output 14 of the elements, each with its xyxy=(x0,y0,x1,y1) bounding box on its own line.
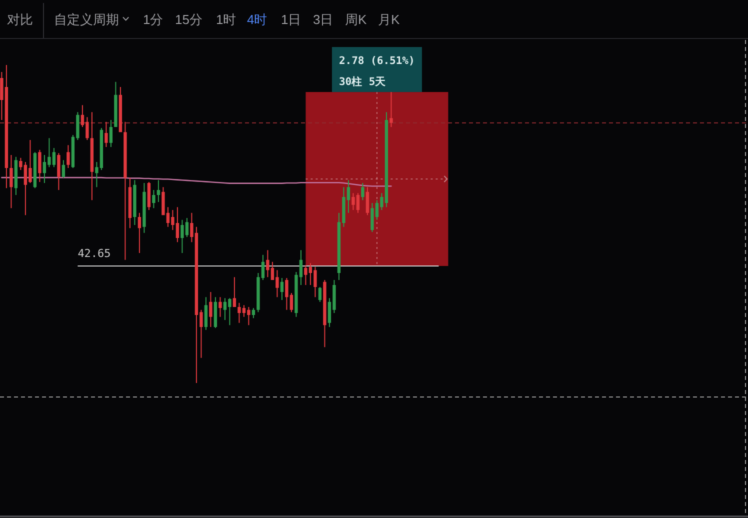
toolbar-item: 1分 xyxy=(143,12,164,27)
toolbar-item: 3日 xyxy=(313,12,334,27)
annotation: 30柱 5天 xyxy=(338,75,386,88)
annotation: 2.78 (6.51%) xyxy=(338,55,415,68)
toolbar-item: 周K xyxy=(345,12,367,27)
toolbar-item: 月K xyxy=(378,12,400,27)
toolbar-item: 1日 xyxy=(281,12,302,27)
toolbar-item: 15分 xyxy=(175,12,202,27)
toolbar-item: 自定义周期 xyxy=(54,12,119,27)
toolbar-item: 1时 xyxy=(216,12,236,27)
toolbar-item: 4时 xyxy=(247,12,268,27)
level-label: 42.65 xyxy=(78,246,111,260)
toolbar-item: 对比 xyxy=(7,12,33,27)
measure-label: 2.78 (6.51%) 30柱 5天 xyxy=(332,47,422,92)
